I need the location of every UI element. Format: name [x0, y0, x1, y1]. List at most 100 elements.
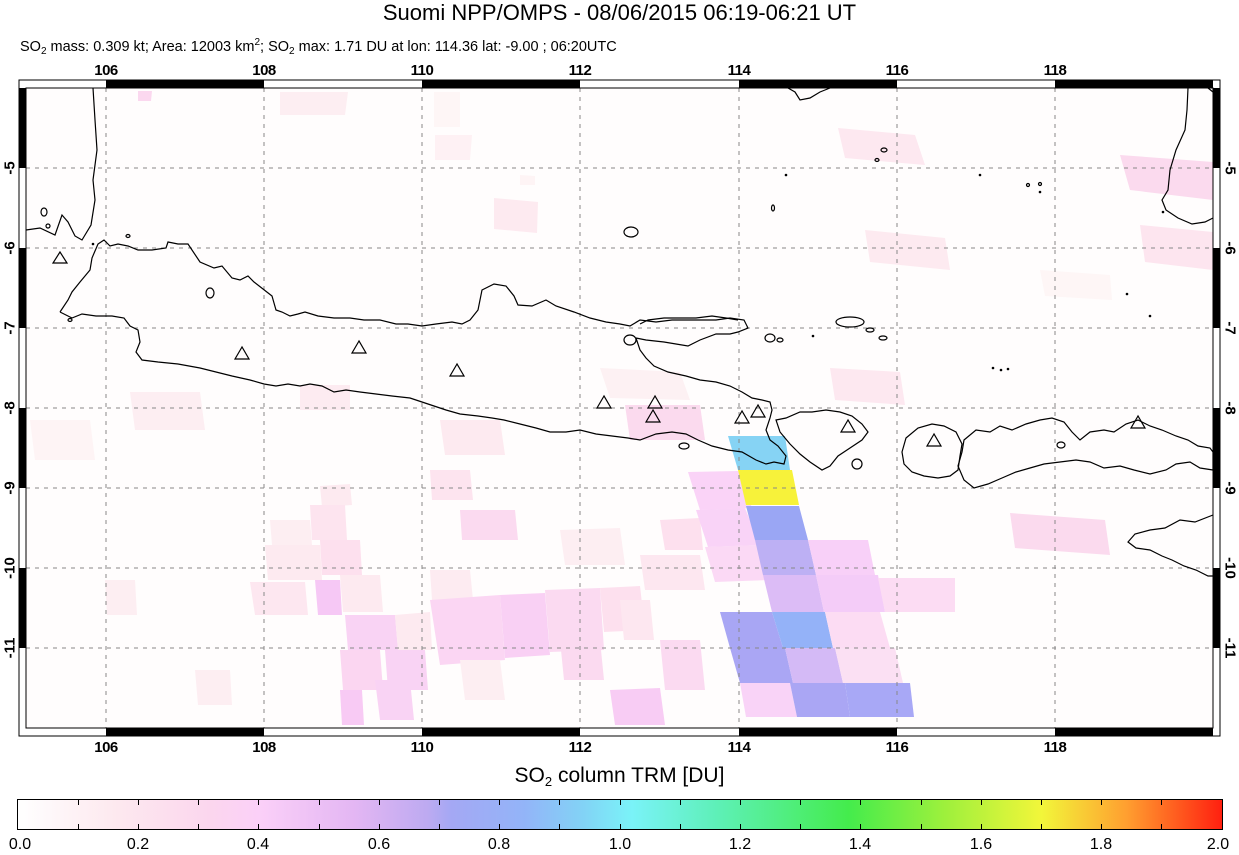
- colorbar-tick: [921, 800, 922, 805]
- summary-stats: SO2 mass: 0.309 kt; Area: 12003 km2; SO2…: [20, 34, 617, 61]
- colorbar-label: 0.4: [246, 836, 270, 853]
- colorbar-tick: [1041, 800, 1042, 805]
- volcano-icon: [595, 394, 613, 409]
- lat-label-left: -10: [1, 557, 19, 579]
- lon-label-bottom: 114: [727, 739, 751, 756]
- so2-text: SO: [20, 39, 41, 55]
- lat-label-left: -6: [1, 241, 19, 255]
- colorbar-tick: [740, 800, 741, 805]
- coastlines: [25, 87, 1214, 577]
- lat-label-right: -8: [1221, 401, 1239, 415]
- lat-label-left: -7: [1, 321, 19, 335]
- colorbar-label: 2.0: [1206, 836, 1230, 853]
- lat-label-left: -8: [1, 401, 19, 415]
- colorbar-tick: [800, 800, 801, 805]
- volcano-icon: [1129, 414, 1147, 429]
- lat-label-left: -5: [1, 161, 19, 175]
- colorbar-tick: [1101, 824, 1102, 829]
- colorbar-label: 1.0: [608, 836, 632, 853]
- lon-label-bottom: 106: [94, 739, 118, 756]
- volcano-icon: [644, 408, 662, 423]
- volcano-icon: [51, 250, 69, 264]
- colorbar-tick: [680, 800, 681, 805]
- lon-label-bottom: 112: [568, 739, 592, 756]
- lon-label-top: 112: [568, 62, 592, 79]
- colorbar-tick: [78, 824, 79, 829]
- colorbar-tick: [1161, 824, 1162, 829]
- volcano-markers: [51, 250, 1147, 447]
- colorbar-tick: [559, 800, 560, 805]
- lat-label-right: -9: [1221, 481, 1239, 495]
- colorbar-tick: [1161, 800, 1162, 805]
- plume-cell-max: [738, 470, 799, 505]
- colorbar-label: 1.6: [969, 836, 993, 853]
- max-info-text: max: 1.71 DU at lon: 114.36 lat: -9.00 ;…: [294, 39, 617, 55]
- colorbar-tick: [198, 800, 199, 805]
- volcano-icon: [448, 362, 466, 377]
- colorbar-tick: [258, 800, 259, 805]
- colorbar-tick: [138, 824, 139, 829]
- colorbar-label: 1.8: [1089, 836, 1113, 853]
- volcano-icon: [733, 409, 751, 424]
- lon-label-bottom: 108: [252, 739, 276, 756]
- lon-label-top: 114: [727, 62, 751, 79]
- border-scale: [19, 80, 1220, 736]
- colorbar-title-so: SO: [514, 764, 545, 787]
- lat-label-right: -6: [1221, 241, 1239, 255]
- colorbar-tick: [258, 824, 259, 829]
- colorbar-tick: [981, 800, 982, 805]
- graticule: [26, 88, 1213, 728]
- colorbar-tick: [319, 824, 320, 829]
- colorbar-label: 1.2: [728, 836, 752, 853]
- colorbar-tick: [499, 800, 500, 805]
- lon-label-top: 108: [252, 62, 276, 79]
- so2-pixels-south: [105, 420, 705, 725]
- volcano-icon: [749, 403, 767, 418]
- colorbar-tick: [379, 800, 380, 805]
- colorbar-title-rest: column TRM [DU]: [552, 764, 725, 787]
- colorbar-label: 0.6: [367, 836, 391, 853]
- colorbar-label: 0.0: [8, 836, 32, 853]
- colorbar-tick: [680, 824, 681, 829]
- colorbar-tick: [1041, 824, 1042, 829]
- lon-label-top: 116: [885, 62, 909, 79]
- colorbar-tick: [860, 800, 861, 805]
- lat-label-right: -7: [1221, 321, 1239, 335]
- colorbar-tick: [740, 824, 741, 829]
- subscript: 2: [289, 46, 295, 57]
- colorbar-tick: [559, 824, 560, 829]
- colorbar-label: 0.2: [126, 836, 150, 853]
- colorbar-tick: [921, 824, 922, 829]
- colorbar-tick: [138, 800, 139, 805]
- lon-label-top: 110: [410, 62, 434, 79]
- lon-label-bottom: 118: [1043, 739, 1067, 756]
- so2-pixels-background: [30, 91, 1213, 555]
- colorbar: [17, 799, 1223, 830]
- volcano-icon: [233, 345, 251, 360]
- colorbar-tick: [1101, 800, 1102, 805]
- volcano-icon: [839, 418, 857, 433]
- volcano-icon: [925, 432, 943, 447]
- lon-label-bottom: 110: [410, 739, 434, 756]
- volcano-icon: [646, 394, 664, 409]
- so2-map: [18, 79, 1221, 737]
- lat-label-left: -11: [1, 637, 19, 659]
- lon-label-top: 118: [1043, 62, 1067, 79]
- colorbar-tick: [439, 824, 440, 829]
- plume-cell-cyan: [728, 436, 790, 470]
- volcano-icon: [350, 339, 368, 354]
- colorbar-tick: [860, 824, 861, 829]
- colorbar-label: 0.8: [487, 836, 511, 853]
- colorbar-tick: [981, 824, 982, 829]
- lon-label-top: 106: [94, 62, 118, 79]
- colorbar-tick: [439, 800, 440, 805]
- mass-area-text: mass: 0.309 kt; Area: 12003 km: [46, 39, 255, 55]
- lon-label-bottom: 116: [885, 739, 909, 756]
- subscript: 2: [544, 774, 553, 789]
- so2-text: ; SO: [260, 39, 290, 55]
- superscript: 2: [254, 37, 261, 48]
- colorbar-label: 1.4: [848, 836, 872, 853]
- colorbar-tick: [499, 824, 500, 829]
- lat-label-right: -5: [1221, 161, 1239, 175]
- colorbar-tick: [319, 800, 320, 805]
